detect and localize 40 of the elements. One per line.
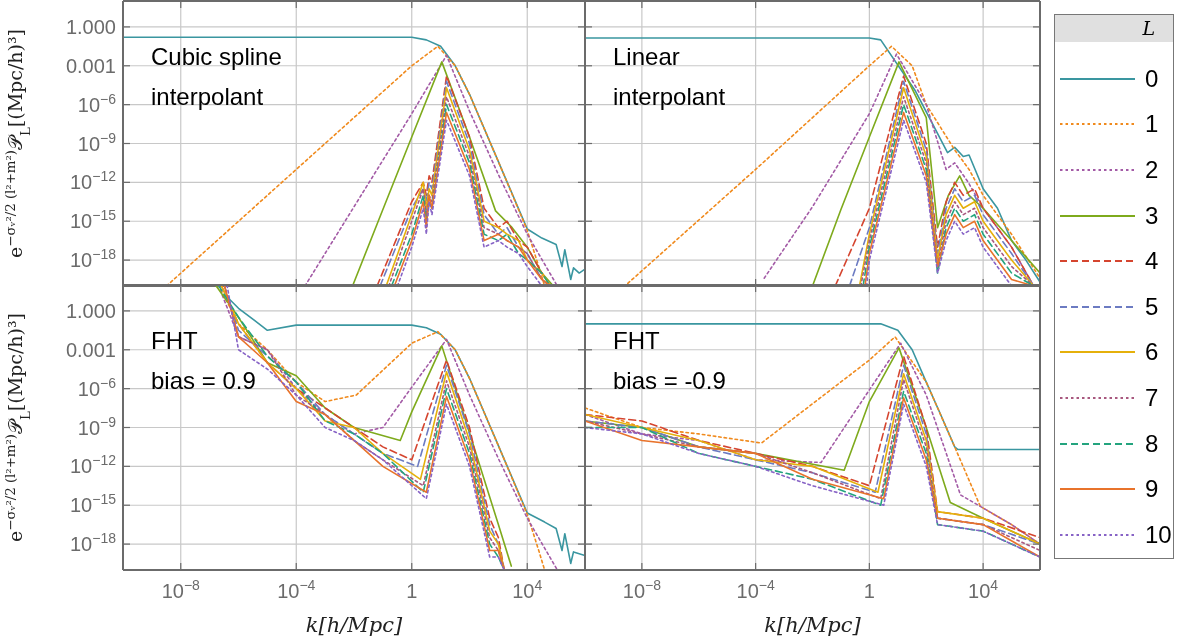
annotation: Cubic spline interpolant bbox=[151, 42, 282, 112]
y-tick-label: 10$^{−9}$ bbox=[77, 413, 117, 439]
x-tick-label: 10$^{−4}$ bbox=[277, 577, 316, 602]
y-tick-label: 10$^{−6}$ bbox=[77, 90, 117, 116]
x-tick-label: 10$^{−8}$ bbox=[622, 577, 662, 602]
annotation: FHT bias = 0.9 bbox=[151, 326, 256, 396]
x-tick-label: 1 bbox=[863, 580, 875, 602]
y-tick-label: 10$^{−18}$ bbox=[70, 530, 117, 556]
x-axis-title: k[h/Mpc] bbox=[305, 613, 404, 637]
legend-label: 3 bbox=[1145, 201, 1159, 230]
y-tick-label: 10$^{−15}$ bbox=[70, 491, 117, 517]
legend-label: 7 bbox=[1145, 383, 1159, 412]
x-axis-title: k[h/Mpc] bbox=[764, 613, 862, 637]
x-tick-label: 10$^{−4}$ bbox=[736, 577, 775, 602]
legend-label: 5 bbox=[1145, 292, 1159, 321]
legend-label: 6 bbox=[1145, 338, 1159, 367]
x-tick-label: 10$^{4}$ bbox=[968, 577, 999, 602]
y-tick-label: 10$^{−18}$ bbox=[70, 246, 117, 272]
y-tick-label: 10$^{−6}$ bbox=[77, 374, 117, 400]
legend-label: 1 bbox=[1145, 110, 1159, 139]
legend-label: 8 bbox=[1145, 429, 1159, 458]
legend-label: 0 bbox=[1145, 64, 1159, 93]
y-tick-label: 10$^{−12}$ bbox=[70, 452, 117, 478]
x-tick-label: 10$^{−8}$ bbox=[161, 577, 201, 602]
legend-label: 9 bbox=[1145, 475, 1159, 504]
y-tick-label: 0.001 bbox=[65, 54, 116, 77]
annotation: Linear interpolant bbox=[613, 42, 726, 112]
legend-title: L bbox=[1055, 15, 1173, 42]
legend-label: 10 bbox=[1145, 520, 1172, 549]
y-tick-label: 1.000 bbox=[65, 15, 116, 38]
y-tick-label: 10$^{−9}$ bbox=[77, 129, 117, 155]
legend-label: 4 bbox=[1145, 247, 1159, 276]
y-tick-label: 1.000 bbox=[65, 299, 116, 322]
legend-label: 2 bbox=[1145, 155, 1159, 184]
annotation: FHT bias = -0.9 bbox=[613, 326, 726, 396]
y-tick-label: 10$^{−12}$ bbox=[70, 168, 117, 194]
y-tick-label: 0.001 bbox=[65, 338, 116, 361]
x-tick-label: 1 bbox=[406, 580, 418, 602]
y-tick-label: 10$^{−15}$ bbox=[70, 207, 117, 233]
x-tick-label: 10$^{4}$ bbox=[512, 577, 543, 602]
